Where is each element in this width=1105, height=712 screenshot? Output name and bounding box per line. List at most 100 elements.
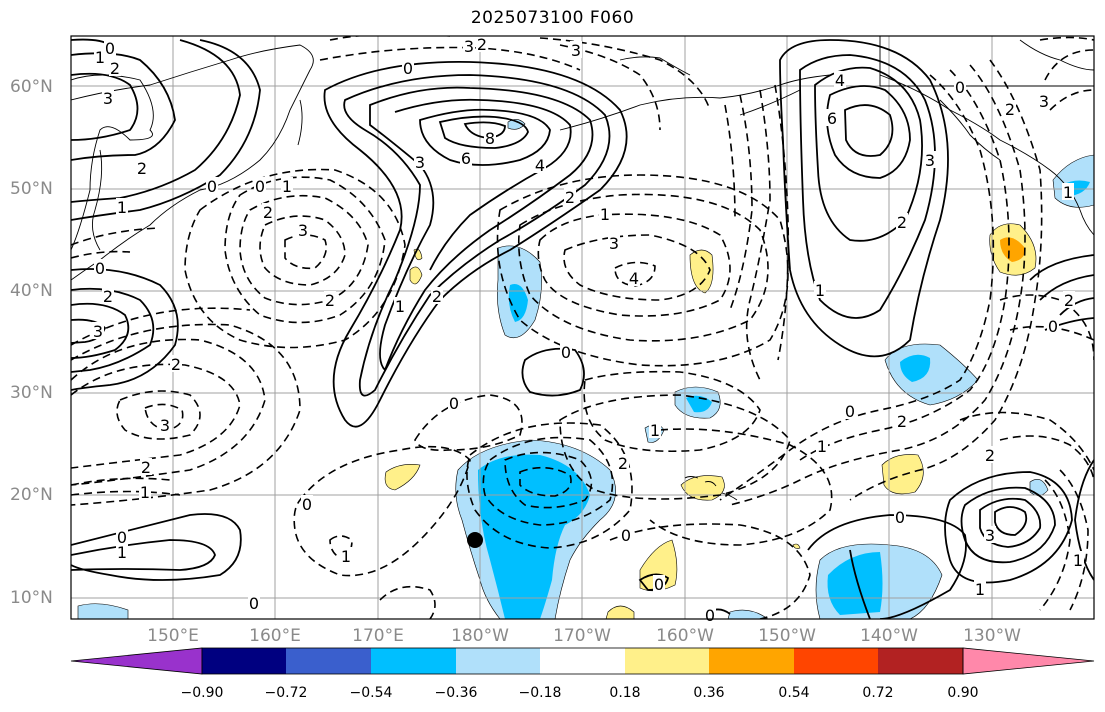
lat-label-40: 40°N <box>10 281 53 301</box>
contour-label-bg <box>564 188 576 205</box>
contour-label: 0 <box>705 606 715 625</box>
contour-label-bg <box>94 48 106 65</box>
contour-label: 0 <box>95 259 105 278</box>
contour-label-bg <box>402 59 414 76</box>
contour-label-bg <box>570 41 582 58</box>
colorbar-frame <box>201 647 964 675</box>
contour-label: 1 <box>1073 551 1083 570</box>
contour-label-bg <box>262 203 274 220</box>
contour-label-bg <box>924 151 936 168</box>
colorbar <box>70 647 1095 675</box>
colorbar-tick-label: −0.18 <box>518 685 562 701</box>
contour-label: 2 <box>1005 100 1015 119</box>
lon-label-130w: 130°W <box>963 626 1021 646</box>
contour-label-bg <box>560 343 572 360</box>
lon-label-170e: 170°E <box>352 626 404 646</box>
contour-label: 1 <box>117 543 127 562</box>
contour-label-bg <box>534 156 546 173</box>
contour-label-bg <box>254 177 266 194</box>
lon-label-180w: 180°W <box>451 626 509 646</box>
lat-label-60: 60°N <box>10 77 53 97</box>
contour-label: 2 <box>141 458 151 477</box>
contour-label-bg <box>954 78 966 95</box>
lon-label-160e: 160°E <box>249 626 301 646</box>
contour-label-bg <box>301 495 313 512</box>
contour-label-bg <box>140 458 152 475</box>
contour-label-bg <box>463 37 475 54</box>
contour-label-bg <box>620 526 632 543</box>
contour-label-bg <box>139 483 151 500</box>
plot-frame <box>70 35 1095 620</box>
contour-label-bg <box>281 177 293 194</box>
contour-label: 1 <box>282 177 292 196</box>
contour-label: 0 <box>1048 317 1058 336</box>
contour-label-bg <box>340 547 352 564</box>
contour-label: 0 <box>895 508 905 527</box>
contour-label: 0 <box>654 575 664 594</box>
contour-label-bg <box>826 109 838 126</box>
contour-label: 1 <box>95 48 105 67</box>
contour-label-bg <box>816 437 828 454</box>
contour-label: 3 <box>925 151 935 170</box>
lon-label-150e: 150°E <box>147 626 199 646</box>
contour-label-bg <box>834 71 846 88</box>
contour-label: 2 <box>137 159 147 178</box>
lon-label-170w: 170°W <box>553 626 611 646</box>
contour-label-bg <box>248 594 260 611</box>
contour-label-bg <box>896 213 908 230</box>
lon-label-150w: 150°W <box>758 626 816 646</box>
contour-label-bg <box>116 528 128 545</box>
contour-label: 0 <box>302 495 312 514</box>
contour-label-bg <box>116 543 128 560</box>
lat-label-30: 30°N <box>10 383 53 403</box>
contour-label-bg <box>297 221 309 238</box>
contour-label-bg <box>104 39 116 56</box>
contour-label-bg <box>599 205 611 222</box>
colorbar-tick-label: −0.90 <box>180 685 224 701</box>
contour-label-bg <box>814 281 826 298</box>
colorbar-tick-label: 0.54 <box>778 685 810 701</box>
contour-label: 1 <box>117 198 127 217</box>
colorbar-tick-label: −0.72 <box>264 685 308 701</box>
colorbar-extend-low <box>70 647 203 675</box>
shading-negative <box>77 119 1094 619</box>
contour-label-bg <box>448 394 460 411</box>
colorbar-cell <box>794 648 878 674</box>
contour-label-bg <box>159 416 171 433</box>
colorbar-cell <box>878 648 963 674</box>
contour-label: 3 <box>571 41 581 60</box>
colorbar-cell <box>709 648 794 674</box>
contour-label: 2 <box>325 291 335 310</box>
lon-label-140w: 140°W <box>860 626 918 646</box>
contour-label-bg <box>653 575 665 592</box>
contour-label: 3 <box>298 221 308 240</box>
contour-label: 1 <box>395 297 405 316</box>
colorbar-tick-label: 0.90 <box>947 685 979 701</box>
contour-label-bg <box>608 234 620 251</box>
contour-label-bg <box>116 198 128 215</box>
contour-label: 8 <box>485 129 495 148</box>
contour-label-bg <box>896 412 908 429</box>
contour-label: 3 <box>609 234 619 253</box>
contour-label: 3 <box>103 89 113 108</box>
contour-label: 2 <box>897 213 907 232</box>
contour-label-bg <box>484 129 496 146</box>
colorbar-tick-label: 0.36 <box>693 685 725 701</box>
contour-label-bg <box>324 291 336 308</box>
contour-label: 3 <box>93 322 103 341</box>
colorbar-cell <box>202 648 286 674</box>
lat-label-50: 50°N <box>10 179 53 199</box>
contour-label: 4 <box>835 71 845 90</box>
contour-label: 2 <box>103 287 113 306</box>
colorbar-cell <box>456 648 540 674</box>
colorbar-tick-label: 0.18 <box>609 685 641 701</box>
contour-label: 2 <box>477 35 487 54</box>
contour-label-bg <box>109 59 121 76</box>
contour-label: 0 <box>207 177 217 196</box>
colorbar-cell <box>286 648 371 674</box>
contour-label: 0 <box>403 59 413 78</box>
contour-label-bg <box>92 322 104 339</box>
lat-label-10: 10°N <box>10 588 53 608</box>
